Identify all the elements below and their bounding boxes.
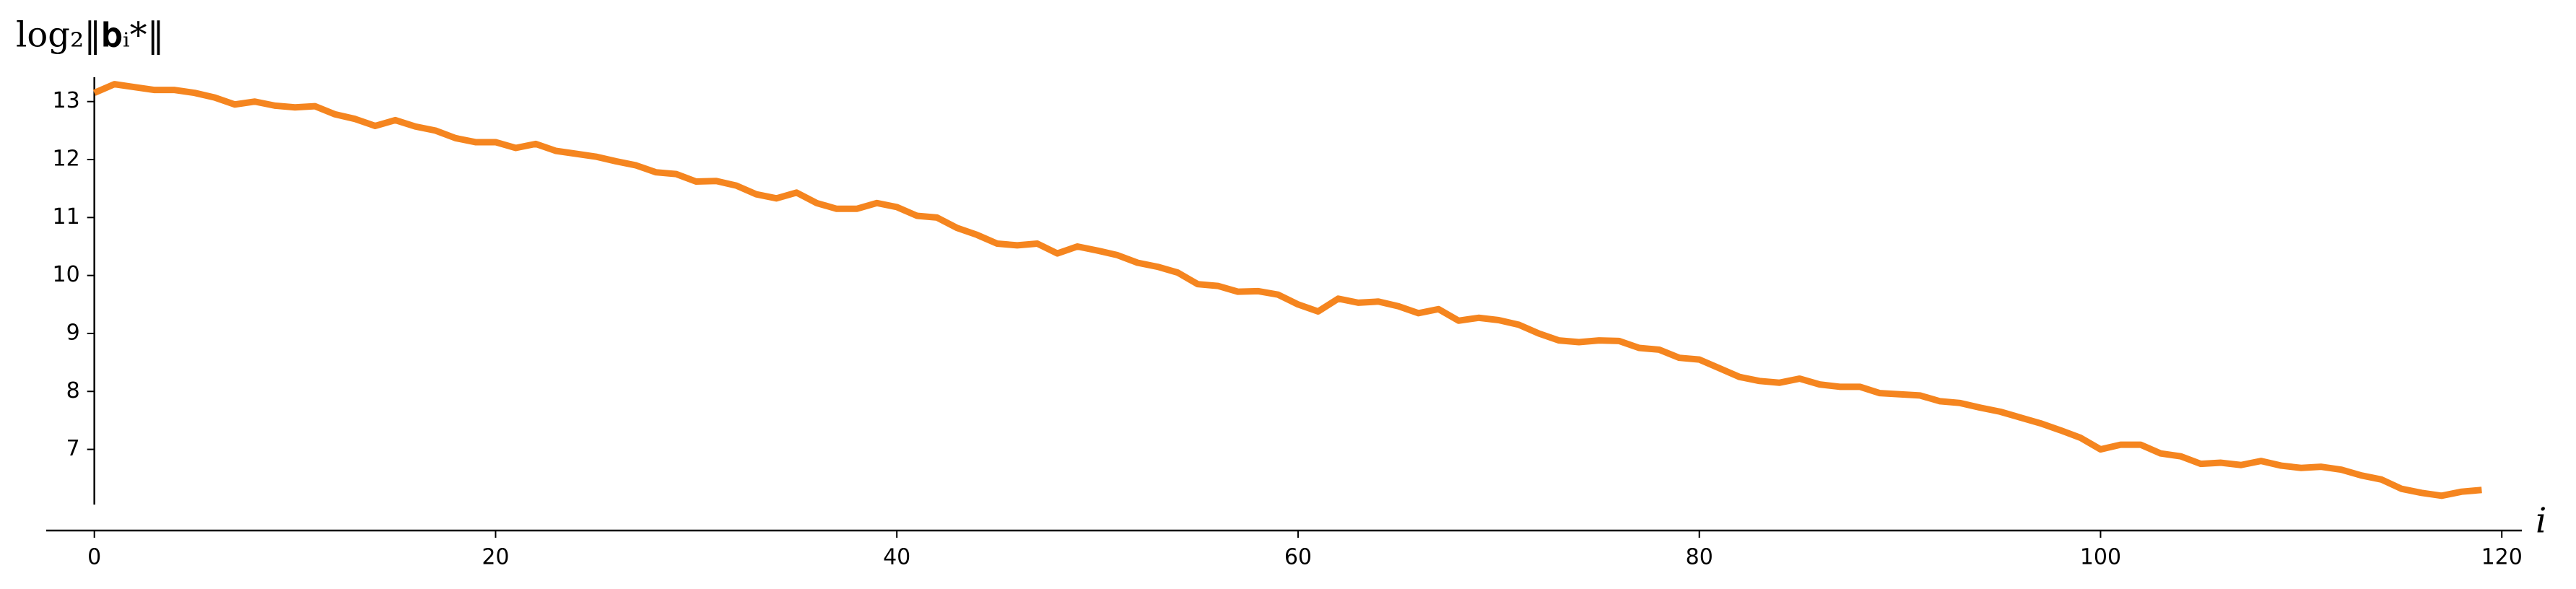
x-tick-label: 60 [1284,545,1312,570]
x-tick-label: 20 [482,545,509,570]
x-tick-label: 80 [1686,545,1713,570]
y-axis-label: log₂‖𝐛ᵢ*‖ [16,15,165,56]
y-tick-label: 10 [53,262,80,287]
y-tick-label: 13 [53,88,80,113]
y-tick-label: 9 [66,320,80,345]
x-tick-label: 100 [2080,545,2121,570]
y-tick-label: 12 [53,147,80,172]
y-tick-label: 8 [66,378,80,403]
data-line [92,81,2482,499]
x-axis-label: i [2536,501,2546,541]
x-tick-label: 0 [87,545,101,570]
y-tick-label: 11 [53,204,80,230]
y-tick-label: 7 [66,436,80,461]
x-tick-label: 40 [883,545,910,570]
x-tick-label: 120 [2481,545,2523,570]
